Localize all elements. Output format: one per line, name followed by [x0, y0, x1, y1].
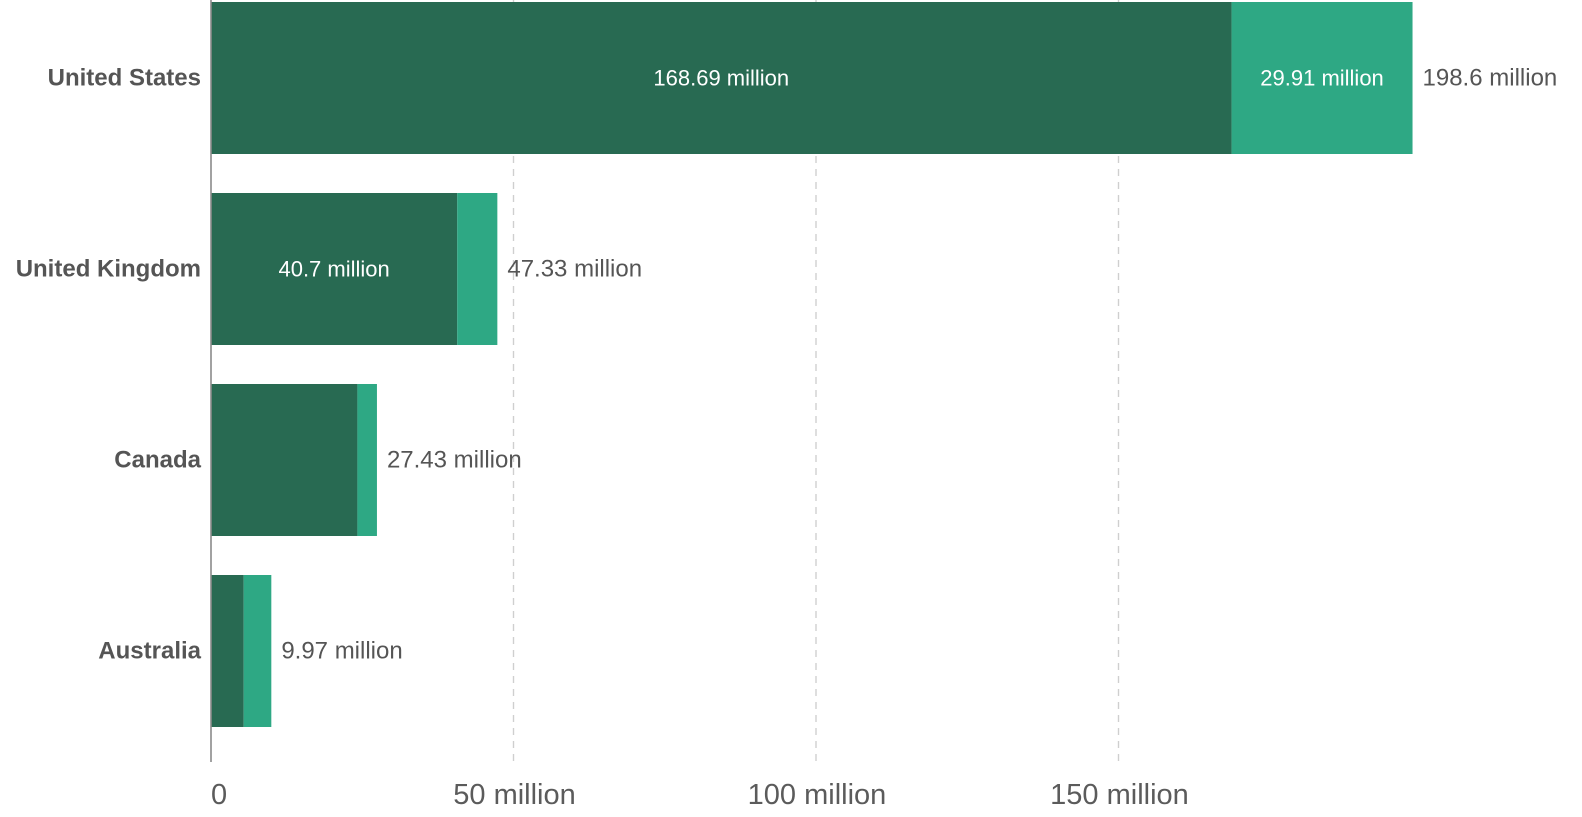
axis-layer: 0 50 million 100 million 150 million: [210, 0, 1189, 811]
category-label: United Kingdom: [16, 256, 201, 283]
grid-layer: [512, 0, 1120, 762]
category-label: United States: [48, 65, 201, 92]
segment-value-label: 29.91 million: [1260, 66, 1384, 91]
bar-segment-0-1: [1231, 2, 1413, 154]
total-value-label: 27.43 million: [387, 447, 522, 474]
x-tick-label: 0: [211, 779, 227, 811]
bar-segment-3-1: [243, 575, 272, 727]
bar-segment-3-0: [211, 575, 244, 727]
x-tick-label: 100 million: [748, 779, 887, 811]
total-value-label: 47.33 million: [507, 256, 642, 283]
bar-segment-1-0: [211, 193, 458, 345]
bar-segment-2-1: [357, 384, 377, 536]
bar-segment-1-1: [457, 193, 498, 345]
x-tick-label: 150 million: [1050, 779, 1189, 811]
segment-value-label: 168.69 million: [653, 66, 789, 91]
bar-layer: [211, 2, 1413, 727]
x-tick-label: 50 million: [453, 779, 576, 811]
category-label: Canada: [114, 447, 201, 474]
total-value-label: 198.6 million: [1423, 65, 1558, 92]
label-layer: 168.69 million 29.91 million 198.6 million…: [16, 65, 1558, 665]
bar-segment-0-0: [211, 2, 1232, 154]
category-label: Australia: [98, 638, 201, 665]
bar-segment-2-0: [211, 384, 358, 536]
segment-value-label: 40.7 million: [278, 257, 389, 282]
total-value-label: 9.97 million: [281, 638, 402, 665]
